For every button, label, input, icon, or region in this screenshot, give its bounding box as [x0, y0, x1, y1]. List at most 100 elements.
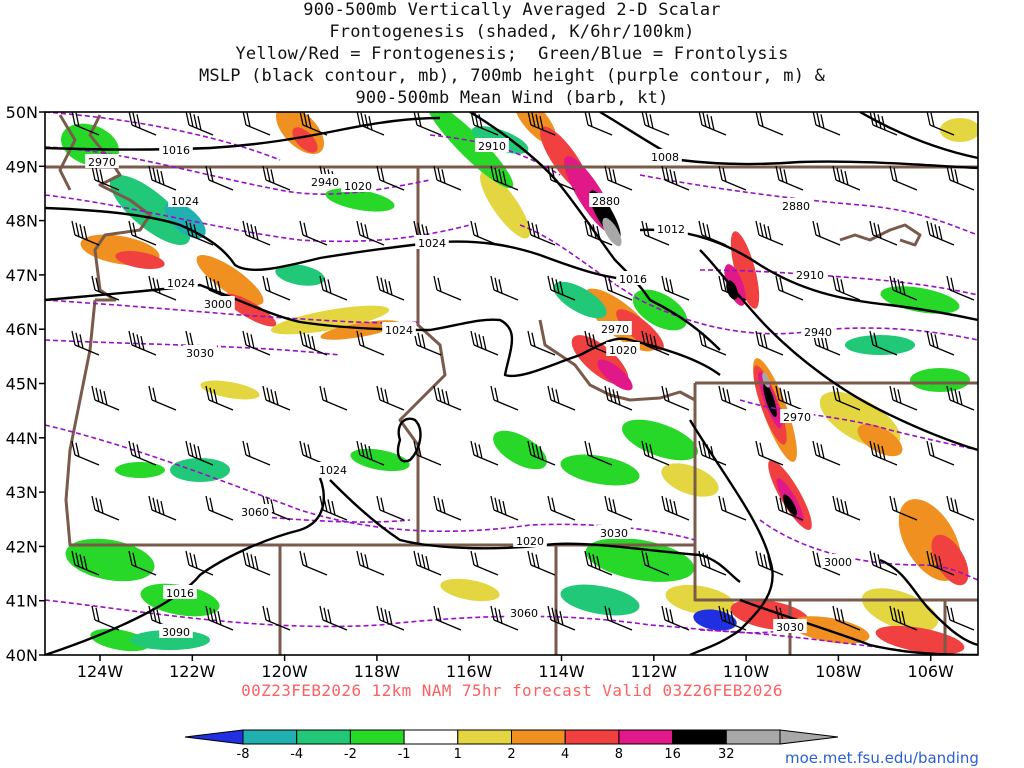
frontogenesis-region [230, 587, 290, 613]
lon-label: 112W [631, 662, 678, 681]
wind-barb [470, 330, 499, 356]
wind-barb [889, 605, 918, 631]
wind-barb [376, 275, 405, 301]
wind-barb [604, 385, 633, 411]
wind-barb [299, 220, 328, 246]
height-contours [45, 112, 978, 651]
contour-label: 1024 [171, 195, 199, 208]
wind-barb [869, 440, 898, 466]
contour-label: 1016 [166, 587, 194, 600]
colorbar-swatch [403, 729, 459, 745]
frontogenesis-region [875, 625, 965, 655]
wind-barb [470, 220, 499, 246]
wind-barb [584, 440, 613, 466]
wind-barb [946, 495, 975, 521]
wind-barb [926, 330, 955, 356]
wind-barb [185, 112, 214, 136]
frontogenesis-region [320, 320, 400, 340]
colorbar-label: 16 [664, 747, 681, 762]
wind-barb [91, 165, 120, 191]
wind-barb [889, 275, 918, 301]
contour-label: 3090 [162, 626, 190, 639]
frontogenesis-region [585, 538, 695, 582]
wind-barb [832, 605, 861, 631]
wind-barb [889, 495, 918, 521]
wind-barb [242, 220, 271, 246]
colorbar-label: -1 [398, 747, 411, 762]
wind-barb [547, 385, 576, 411]
frontogenesis-region [940, 118, 978, 142]
wind-barb [755, 220, 784, 246]
frontogenesis-region [115, 462, 165, 478]
contour-label: 1008 [651, 151, 679, 164]
wind-barb [433, 165, 462, 191]
wind-barb [128, 440, 157, 466]
colorbar-swatch [296, 729, 351, 745]
wind-barb [527, 440, 556, 466]
wind-barb [128, 550, 157, 576]
wind-barb [889, 165, 918, 191]
wind-barb [242, 330, 271, 356]
wind-barb [71, 112, 100, 136]
contour-label: 2880 [592, 195, 620, 208]
colorbar-label: 2 [507, 747, 515, 762]
wind-barb [832, 495, 861, 521]
contour-label: 2940 [311, 176, 339, 189]
colorbar-label: -2 [344, 747, 357, 762]
wind-barb [869, 112, 898, 136]
title-line-5: 900-500mb Mean Wind (barb, kt) [355, 88, 669, 108]
frontogenesis-region [275, 264, 325, 286]
contour-label: 1012 [657, 223, 685, 236]
wind-barb [755, 112, 784, 136]
wind-barb [71, 440, 100, 466]
frontogenesis-region [255, 369, 345, 391]
contour-label: 1020 [516, 535, 544, 548]
wind-barb [584, 550, 613, 576]
contour-label: 2970 [88, 156, 116, 169]
forecast-valid-time: 00Z23FEB2026 12km NAM 75hr forecast Vali… [241, 681, 783, 700]
wind-barb [356, 440, 385, 466]
frontogenesis-region [109, 175, 191, 245]
wind-barb [547, 165, 576, 191]
contour-label: 2970 [601, 323, 629, 336]
wind-barb [128, 112, 157, 136]
wind-barb [299, 112, 328, 136]
lat-label: 47N [6, 266, 38, 285]
title-line-2: Frontogenesis (shaded, K/6hr/100km) [329, 22, 695, 42]
wind-barb [661, 495, 690, 521]
wind-barb [262, 605, 291, 631]
contour-label: 3060 [510, 607, 538, 620]
colorbar-swatch [618, 729, 674, 745]
wind-barb [413, 112, 442, 136]
wind-barb [205, 605, 234, 631]
mslp-contours [45, 112, 978, 655]
frontogenesis-region [90, 628, 150, 652]
wind-barb [641, 220, 670, 246]
wind-barb [413, 440, 442, 466]
colorbar-swatch [564, 729, 620, 745]
wind-barb [812, 440, 841, 466]
wind-barb [812, 112, 841, 136]
contour-label: 1016 [619, 273, 647, 286]
wind-barb [527, 220, 556, 246]
wind-barb [775, 165, 804, 191]
colorbar-swatch [672, 729, 727, 745]
frontogenesis-region [196, 255, 264, 305]
frontogenesis-region [560, 454, 640, 486]
wind-barb [242, 550, 271, 576]
lat-label: 43N [6, 483, 38, 502]
colorbar-label: 32 [718, 747, 735, 762]
wind-barb [755, 440, 784, 466]
wind-barb [755, 330, 784, 356]
wind-barb [698, 550, 727, 576]
source-credit[interactable]: moe.met.fsu.edu/banding [785, 749, 979, 767]
wind-barb [775, 495, 804, 521]
wind-barb [946, 385, 975, 411]
contour-label: 1016 [162, 144, 190, 157]
wind-barb [584, 112, 613, 136]
wind-barb [91, 495, 120, 521]
wind-barb [71, 330, 100, 356]
wind-barb [205, 165, 234, 191]
colorbar-label: 4 [561, 747, 569, 762]
